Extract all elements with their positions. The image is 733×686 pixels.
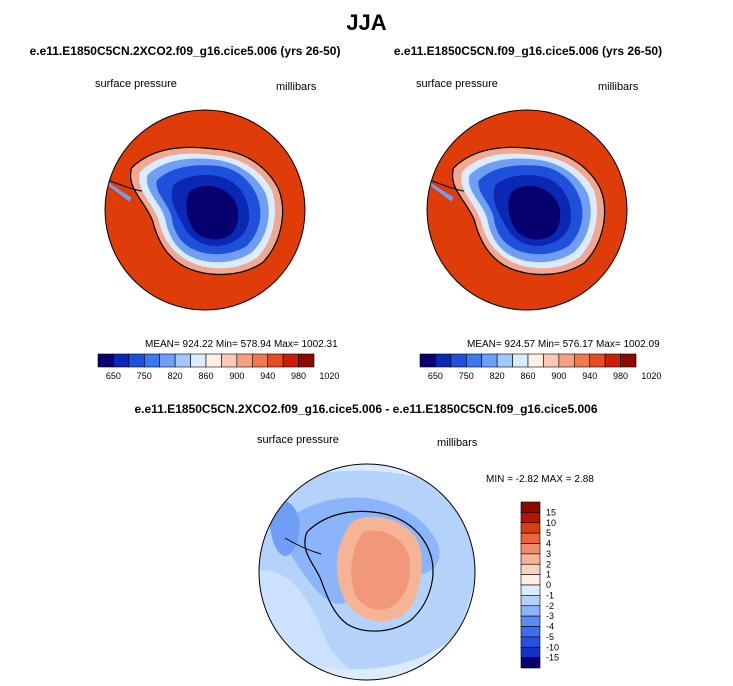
cbar3-label: -2 (546, 601, 554, 611)
panel1-stats: MEAN= 924.22 Min= 578.94 Max= 1002.31 (145, 339, 338, 350)
cbar1-swatch (113, 353, 130, 368)
cbar3-label: 1 (546, 570, 551, 580)
panel2-variable: surface pressure (416, 78, 498, 90)
panel3-stats: MIN = -2.82 MAX = 2.88 (486, 474, 594, 485)
panel3-units: millibars (437, 437, 478, 449)
panel2-title: e.e11.E1850C5CN.f09_g16.cice5.006 (yrs 2… (393, 44, 663, 58)
cbar3-swatch (520, 584, 541, 596)
cbar3-swatch (520, 563, 541, 575)
cbar2-label: 980 (613, 371, 628, 381)
cbar3-label: 10 (546, 518, 556, 528)
cbar2-swatch (543, 353, 560, 368)
colorbar-panel1: 650 750 820 860 900 940 980 1020 (97, 353, 339, 381)
cbar3-swatch (520, 501, 541, 513)
cbar1-swatch (251, 353, 269, 368)
cbar3-label: -4 (546, 622, 554, 632)
cbar1-swatch (190, 353, 207, 368)
cbar3-label: 15 (546, 507, 556, 517)
cbar2-label: 750 (459, 371, 474, 381)
cbar2-swatch (419, 353, 436, 368)
cbar3-label: -15 (546, 653, 559, 663)
cbar2-label: 650 (428, 371, 443, 381)
cbar1-swatch (221, 353, 238, 368)
cbar1-label: 1020 (319, 371, 339, 381)
cbar3-label: -3 (546, 611, 554, 621)
cbar3-swatch (520, 512, 541, 524)
panel1-units: millibars (276, 81, 317, 93)
cbar2-label: 860 (520, 371, 535, 381)
cbar1-swatch (128, 353, 145, 368)
cbar1-swatch (236, 353, 253, 368)
cbar1-swatch (97, 353, 114, 368)
cbar3-swatch (520, 532, 541, 544)
cbar3-label: -5 (546, 632, 554, 642)
season-title: JJA (346, 10, 387, 35)
cbar1-swatch (143, 353, 161, 368)
cbar2-swatch (481, 353, 498, 368)
panel2-stats: MEAN= 924.57 Min= 576.17 Max= 1002.09 (467, 339, 660, 350)
cbar2-label: 900 (551, 371, 566, 381)
cbar2-swatch (527, 353, 544, 368)
cbar1-swatch (298, 353, 315, 368)
cbar3-swatch (520, 543, 541, 555)
cbar2-label: 820 (490, 371, 505, 381)
cbar1-label: 860 (198, 371, 213, 381)
cbar3-swatch (520, 522, 541, 534)
cbar3-swatch (520, 574, 541, 586)
cbar3-swatch (520, 605, 541, 617)
cbar1-swatch (205, 353, 222, 368)
map-panel1 (105, 110, 305, 310)
cbar3-swatch (520, 646, 541, 658)
colorbar-panel2: 650 750 820 860 900 940 980 1020 (419, 353, 661, 381)
cbar2-swatch (573, 353, 591, 368)
cbar3-swatch (520, 595, 541, 607)
cbar3-label: 5 (546, 528, 551, 538)
map-panel2 (427, 110, 627, 310)
cbar1-label: 650 (106, 371, 121, 381)
cbar1-label: 900 (229, 371, 244, 381)
cbar2-swatch (435, 353, 452, 368)
cbar1-swatch (267, 353, 284, 368)
cbar3-swatch (520, 626, 541, 638)
cbar3-label: -10 (546, 642, 559, 652)
cbar1-label: 980 (291, 371, 306, 381)
cbar3-swatch (520, 615, 541, 627)
cbar1-swatch (174, 353, 191, 368)
cbar2-swatch (620, 353, 637, 368)
cbar2-swatch (512, 353, 529, 368)
cbar1-label: 940 (260, 371, 275, 381)
cbar3-swatch (520, 636, 541, 648)
panel3-title: e.e11.E1850C5CN.2XCO2.f09_g16.cice5.006 … (134, 402, 598, 416)
cbar1-swatch (159, 353, 176, 368)
cbar3-label: 3 (546, 549, 551, 559)
cbar3-label: 0 (546, 580, 551, 590)
cbar2-swatch (589, 353, 606, 368)
cbar1-label: 750 (137, 371, 152, 381)
map-panel3 (259, 464, 475, 680)
cbar2-label: 1020 (641, 371, 661, 381)
cbar3-label: -1 (546, 590, 554, 600)
panel1-variable: surface pressure (95, 78, 177, 90)
cbar3-label: 2 (546, 559, 551, 569)
cbar1-swatch (282, 353, 299, 368)
panel3-variable: surface pressure (257, 434, 339, 446)
cbar3-swatch (520, 657, 541, 669)
cbar2-swatch (465, 353, 483, 368)
panel1-title: e.e11.E1850C5CN.2XCO2.f09_g16.cice5.006 … (29, 44, 341, 58)
panel2-units: millibars (598, 81, 639, 93)
cbar2-label: 940 (582, 371, 597, 381)
cbar2-swatch (558, 353, 575, 368)
cbar2-swatch (604, 353, 621, 368)
cbar2-swatch (496, 353, 513, 368)
cbar3-swatch (520, 553, 541, 565)
cbar2-swatch (450, 353, 467, 368)
cbar3-label: 4 (546, 539, 551, 549)
cbar1-label: 820 (168, 371, 183, 381)
